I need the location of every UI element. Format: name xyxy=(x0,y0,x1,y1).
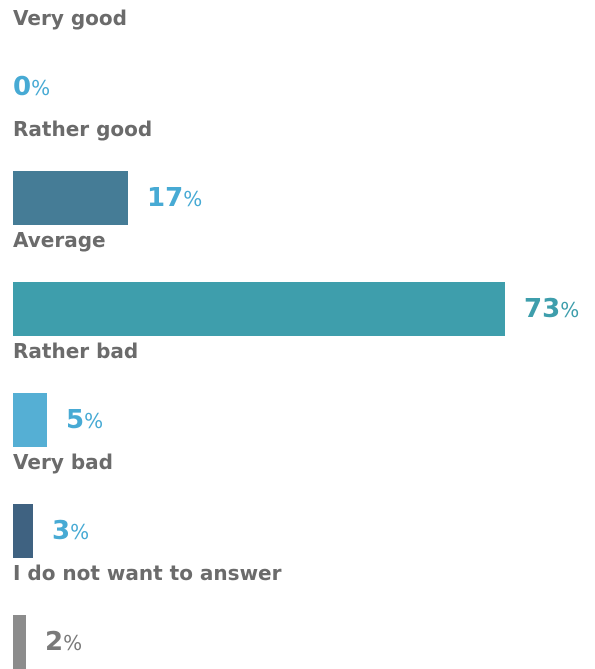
value-unit: % xyxy=(63,631,83,655)
category-label: Average xyxy=(13,228,106,252)
bar xyxy=(13,171,128,225)
value-unit: % xyxy=(70,520,90,544)
value-label: 5% xyxy=(66,405,103,438)
value-unit: % xyxy=(84,409,104,433)
bar xyxy=(13,504,33,558)
value-label: 2% xyxy=(45,627,82,660)
category-label: Very good xyxy=(13,6,127,30)
value-number: 0 xyxy=(13,72,32,102)
value-label: 3% xyxy=(52,516,89,549)
value-label: 73% xyxy=(524,294,579,327)
category-label: Very bad xyxy=(13,450,113,474)
category-label: Rather bad xyxy=(13,339,139,363)
value-label: 0% xyxy=(13,72,50,105)
category-label: I do not want to answer xyxy=(13,561,282,585)
bar xyxy=(13,615,26,669)
value-unit: % xyxy=(31,76,51,100)
category-label: Rather good xyxy=(13,117,153,141)
value-number: 73 xyxy=(524,294,561,324)
bar xyxy=(13,282,505,336)
value-number: 2 xyxy=(45,627,64,657)
bar-chart: Very good 0% Rather good 17% Average 73% Rathe… xyxy=(13,6,579,669)
value-unit: % xyxy=(560,298,580,322)
value-number: 3 xyxy=(52,516,71,546)
value-label: 17% xyxy=(147,183,202,216)
value-unit: % xyxy=(183,187,203,211)
value-number: 5 xyxy=(66,405,85,435)
value-number: 17 xyxy=(147,183,184,213)
bar xyxy=(13,393,47,447)
